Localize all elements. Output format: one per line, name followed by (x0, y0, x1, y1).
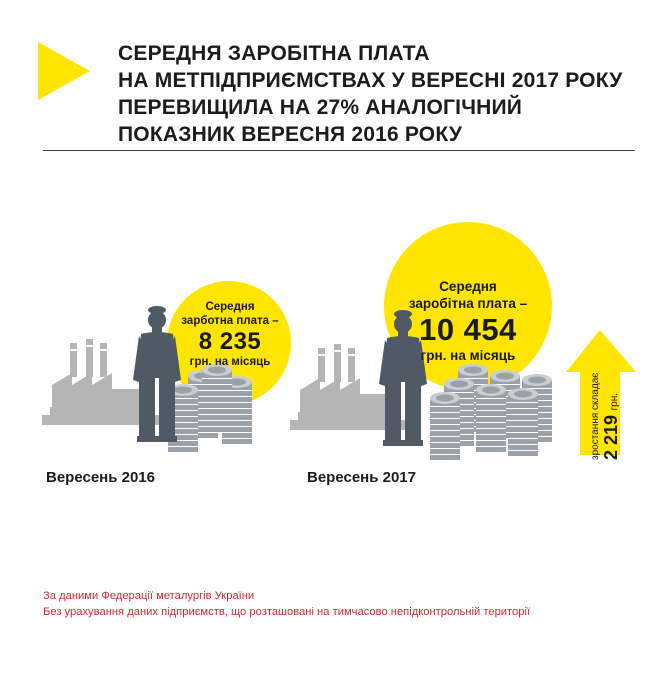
salary-label-line1: Середня (439, 279, 497, 294)
salary-label-2017: Середня заробітна плата – 10 454 грн. на… (393, 278, 543, 364)
source-line-1: За даними Федерації металургів України (43, 590, 255, 602)
title-line-1: СЕРЕДНЯ ЗАРОБІТНА ПЛАТА (118, 42, 430, 65)
arrow-mark-icon (38, 42, 90, 100)
period-label-2016: Вересень 2016 (46, 469, 155, 486)
title-line-4: ПОКАЗНИК ВЕРЕСНЯ 2016 РОКУ (118, 123, 463, 146)
title-divider (43, 150, 635, 151)
growth-caption: зростання склaдає 2 219 грн. (590, 373, 622, 460)
source-notes: За даними Федерації металургів України Б… (43, 588, 530, 620)
growth-value: 2 219 (601, 414, 621, 460)
growth-label: зростання склaдає (590, 372, 601, 460)
source-line-2: Без урахування даних підприємств, що роз… (43, 606, 531, 618)
salary-label-line1: Середня (205, 301, 255, 313)
salary-unit-2017: грн. на місяць (420, 348, 516, 363)
salary-value-2016: 8 235 (198, 328, 262, 355)
salary-value-2017: 10 454 (419, 312, 517, 347)
salary-unit-2016: грн. на місяць (189, 356, 271, 368)
salary-label-line2: зарботна плата – (181, 315, 279, 327)
growth-arrow-icon (566, 330, 636, 455)
period-label-2017: Вересень 2017 (307, 469, 416, 486)
title-line-2: НА МЕТПІДПРИЄМСТВАХ У ВЕРЕСНІ 2017 РОКУ (118, 69, 623, 92)
title-line-3: ПЕРЕВИЩИЛА НА 27% АНАЛОГІЧНИЙ (118, 96, 523, 119)
page-title: СЕРЕДНЯ ЗАРОБІТНА ПЛАТА НА МЕТПІДПРИЄМСТ… (118, 40, 648, 148)
salary-bubble-2017 (384, 222, 552, 390)
growth-unit: грн. (609, 392, 620, 411)
salary-label-2016: Середня зарботна плата – 8 235 грн. на м… (171, 300, 289, 369)
salary-label-line2: заробітна плата – (408, 296, 528, 311)
